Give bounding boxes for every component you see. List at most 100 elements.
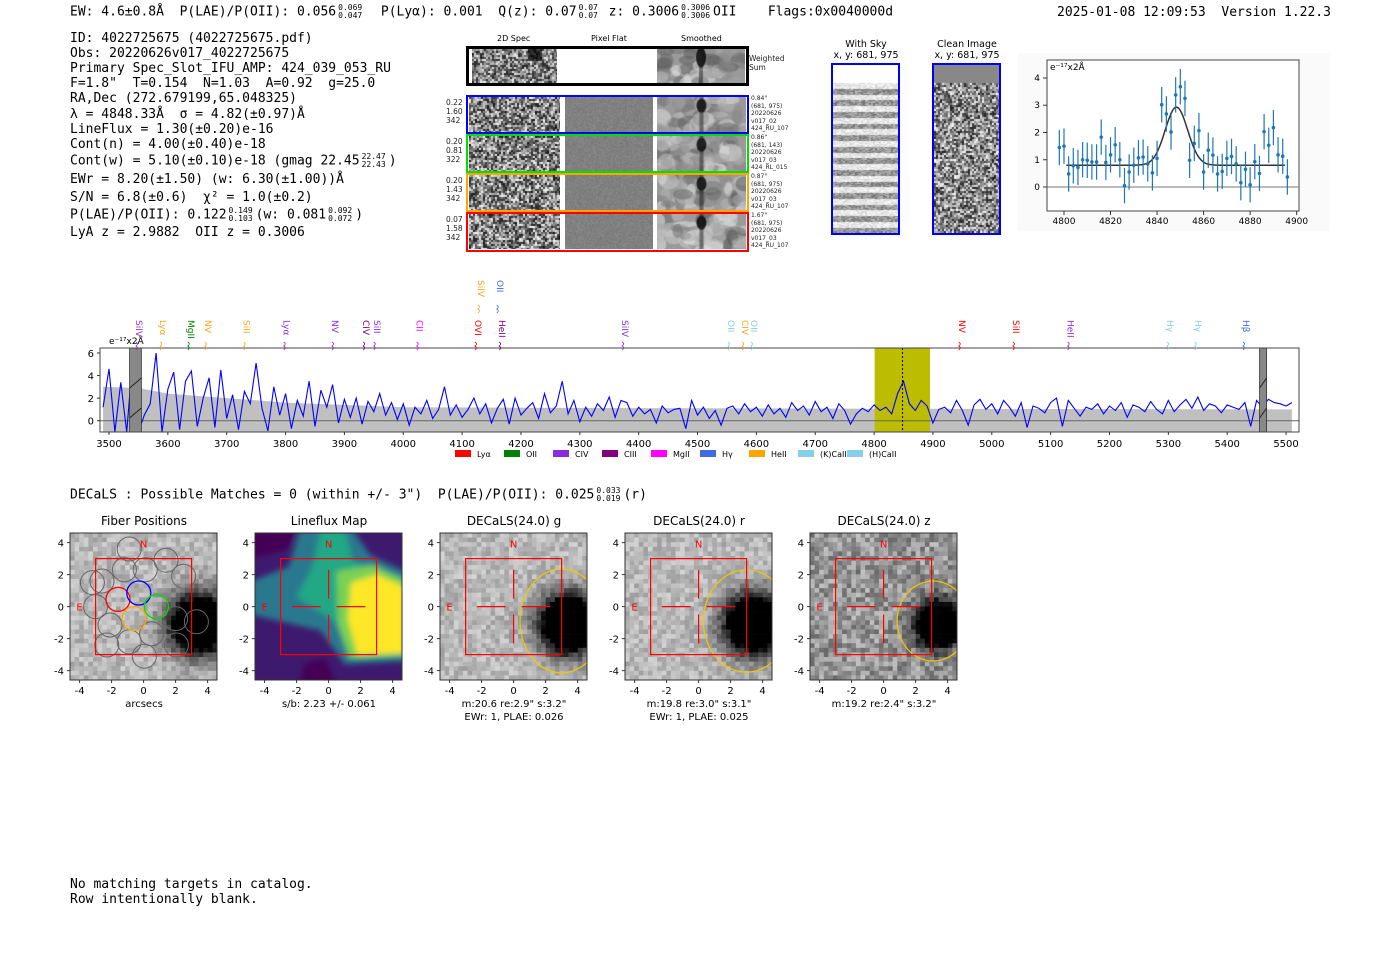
image-pixel <box>79 643 85 649</box>
image-pixel <box>531 537 537 543</box>
image-pixel <box>518 578 523 584</box>
source-ellipse <box>896 580 957 662</box>
image-pixel <box>758 661 764 667</box>
image-pixel <box>869 675 875 680</box>
clean-image <box>934 65 999 233</box>
data-point <box>1280 154 1285 159</box>
image-pixel <box>462 657 468 662</box>
image-pixel <box>504 583 510 589</box>
image-pixel <box>458 537 464 543</box>
image-pixel <box>74 647 80 653</box>
image-pixel <box>106 583 112 589</box>
image-pixel <box>212 657 217 662</box>
image-pixel <box>666 620 672 626</box>
image-pixel <box>712 675 718 680</box>
selected-fiber-circle <box>126 580 152 606</box>
image-pixel <box>527 647 533 653</box>
image-pixel <box>707 615 713 621</box>
image-pixel <box>888 601 893 607</box>
image-pixel <box>698 578 704 584</box>
image-pixel <box>814 606 820 612</box>
image-pixel <box>749 592 754 598</box>
image-pixel <box>915 670 921 676</box>
image-pixel <box>901 624 907 630</box>
image-pixel <box>518 574 523 580</box>
y-tick-label: -2 <box>794 635 804 646</box>
image-pixel <box>453 537 459 543</box>
image-pixel <box>573 537 579 543</box>
image-pixel <box>74 583 80 589</box>
image-pixel <box>758 542 764 548</box>
image-pixel <box>666 629 672 635</box>
image-pixel <box>189 533 195 538</box>
image-pixel <box>652 533 658 538</box>
image-pixel <box>536 624 542 630</box>
image-pixel <box>70 629 75 635</box>
image-pixel <box>762 638 768 644</box>
image-pixel <box>638 592 644 598</box>
image-pixel <box>476 551 482 557</box>
image-pixel <box>125 583 131 589</box>
image-pixel <box>138 615 144 621</box>
image-pixel <box>453 601 459 607</box>
image-pixel <box>444 638 450 644</box>
image-pixel <box>703 583 708 589</box>
image-pixel <box>79 555 85 561</box>
image-pixel <box>161 578 167 584</box>
emission-line-marker <box>1194 341 1197 351</box>
image-pixel <box>207 611 213 616</box>
image-pixel <box>545 611 551 616</box>
image-pixel <box>440 652 445 658</box>
image-pixel <box>194 638 199 644</box>
image-pixel <box>495 551 501 557</box>
image-pixel <box>920 537 926 543</box>
image-pixel <box>878 592 884 598</box>
image-pixel <box>629 601 635 607</box>
image-pixel <box>115 620 121 626</box>
image-pixel <box>207 652 213 658</box>
image-pixel <box>762 615 768 621</box>
image-pixel <box>573 578 579 584</box>
image-pixel <box>472 615 478 621</box>
image-pixel <box>92 657 98 662</box>
image-pixel <box>531 583 537 589</box>
image-pixel <box>934 537 939 543</box>
image-pixel <box>883 620 889 626</box>
image-pixel <box>947 620 953 626</box>
image-pixel <box>726 647 731 653</box>
row-stat: 0.07 <box>446 215 463 224</box>
image-pixel <box>810 675 815 680</box>
image-pixel <box>952 569 957 575</box>
image-pixel <box>920 647 926 653</box>
image-pixel <box>810 555 815 561</box>
image-pixel <box>837 560 843 566</box>
image-pixel <box>767 657 772 662</box>
image-pixel <box>166 657 172 662</box>
image-pixel <box>499 542 505 548</box>
image-pixel <box>726 583 731 589</box>
image-pixel <box>661 537 667 543</box>
image-pixel <box>531 588 537 594</box>
image-pixel <box>915 537 921 543</box>
image-pixel <box>698 597 704 603</box>
image-pixel <box>485 601 491 607</box>
image-pixel <box>842 565 848 571</box>
image-pixel <box>513 615 519 621</box>
image-pixel <box>712 588 718 594</box>
info-obs: Obs: 20220626v017_4022725675 <box>70 46 290 61</box>
image-pixel <box>739 670 745 676</box>
image-pixel <box>444 675 450 680</box>
plae-range: 0.149 0.103 <box>229 207 253 223</box>
catalog-filter: (r) <box>623 487 647 503</box>
data-point <box>1192 141 1197 146</box>
image-pixel <box>744 675 750 680</box>
image-pixel <box>684 551 690 557</box>
image-pixel <box>120 670 126 676</box>
image-pixel <box>74 615 80 621</box>
image-pixel <box>134 620 140 626</box>
image-pixel <box>934 624 939 630</box>
header-flags: Flags:0x0040000d <box>767 4 894 20</box>
image-pixel <box>924 643 930 649</box>
image-pixel <box>897 661 903 667</box>
legend-label: (K)CaII <box>820 450 847 459</box>
